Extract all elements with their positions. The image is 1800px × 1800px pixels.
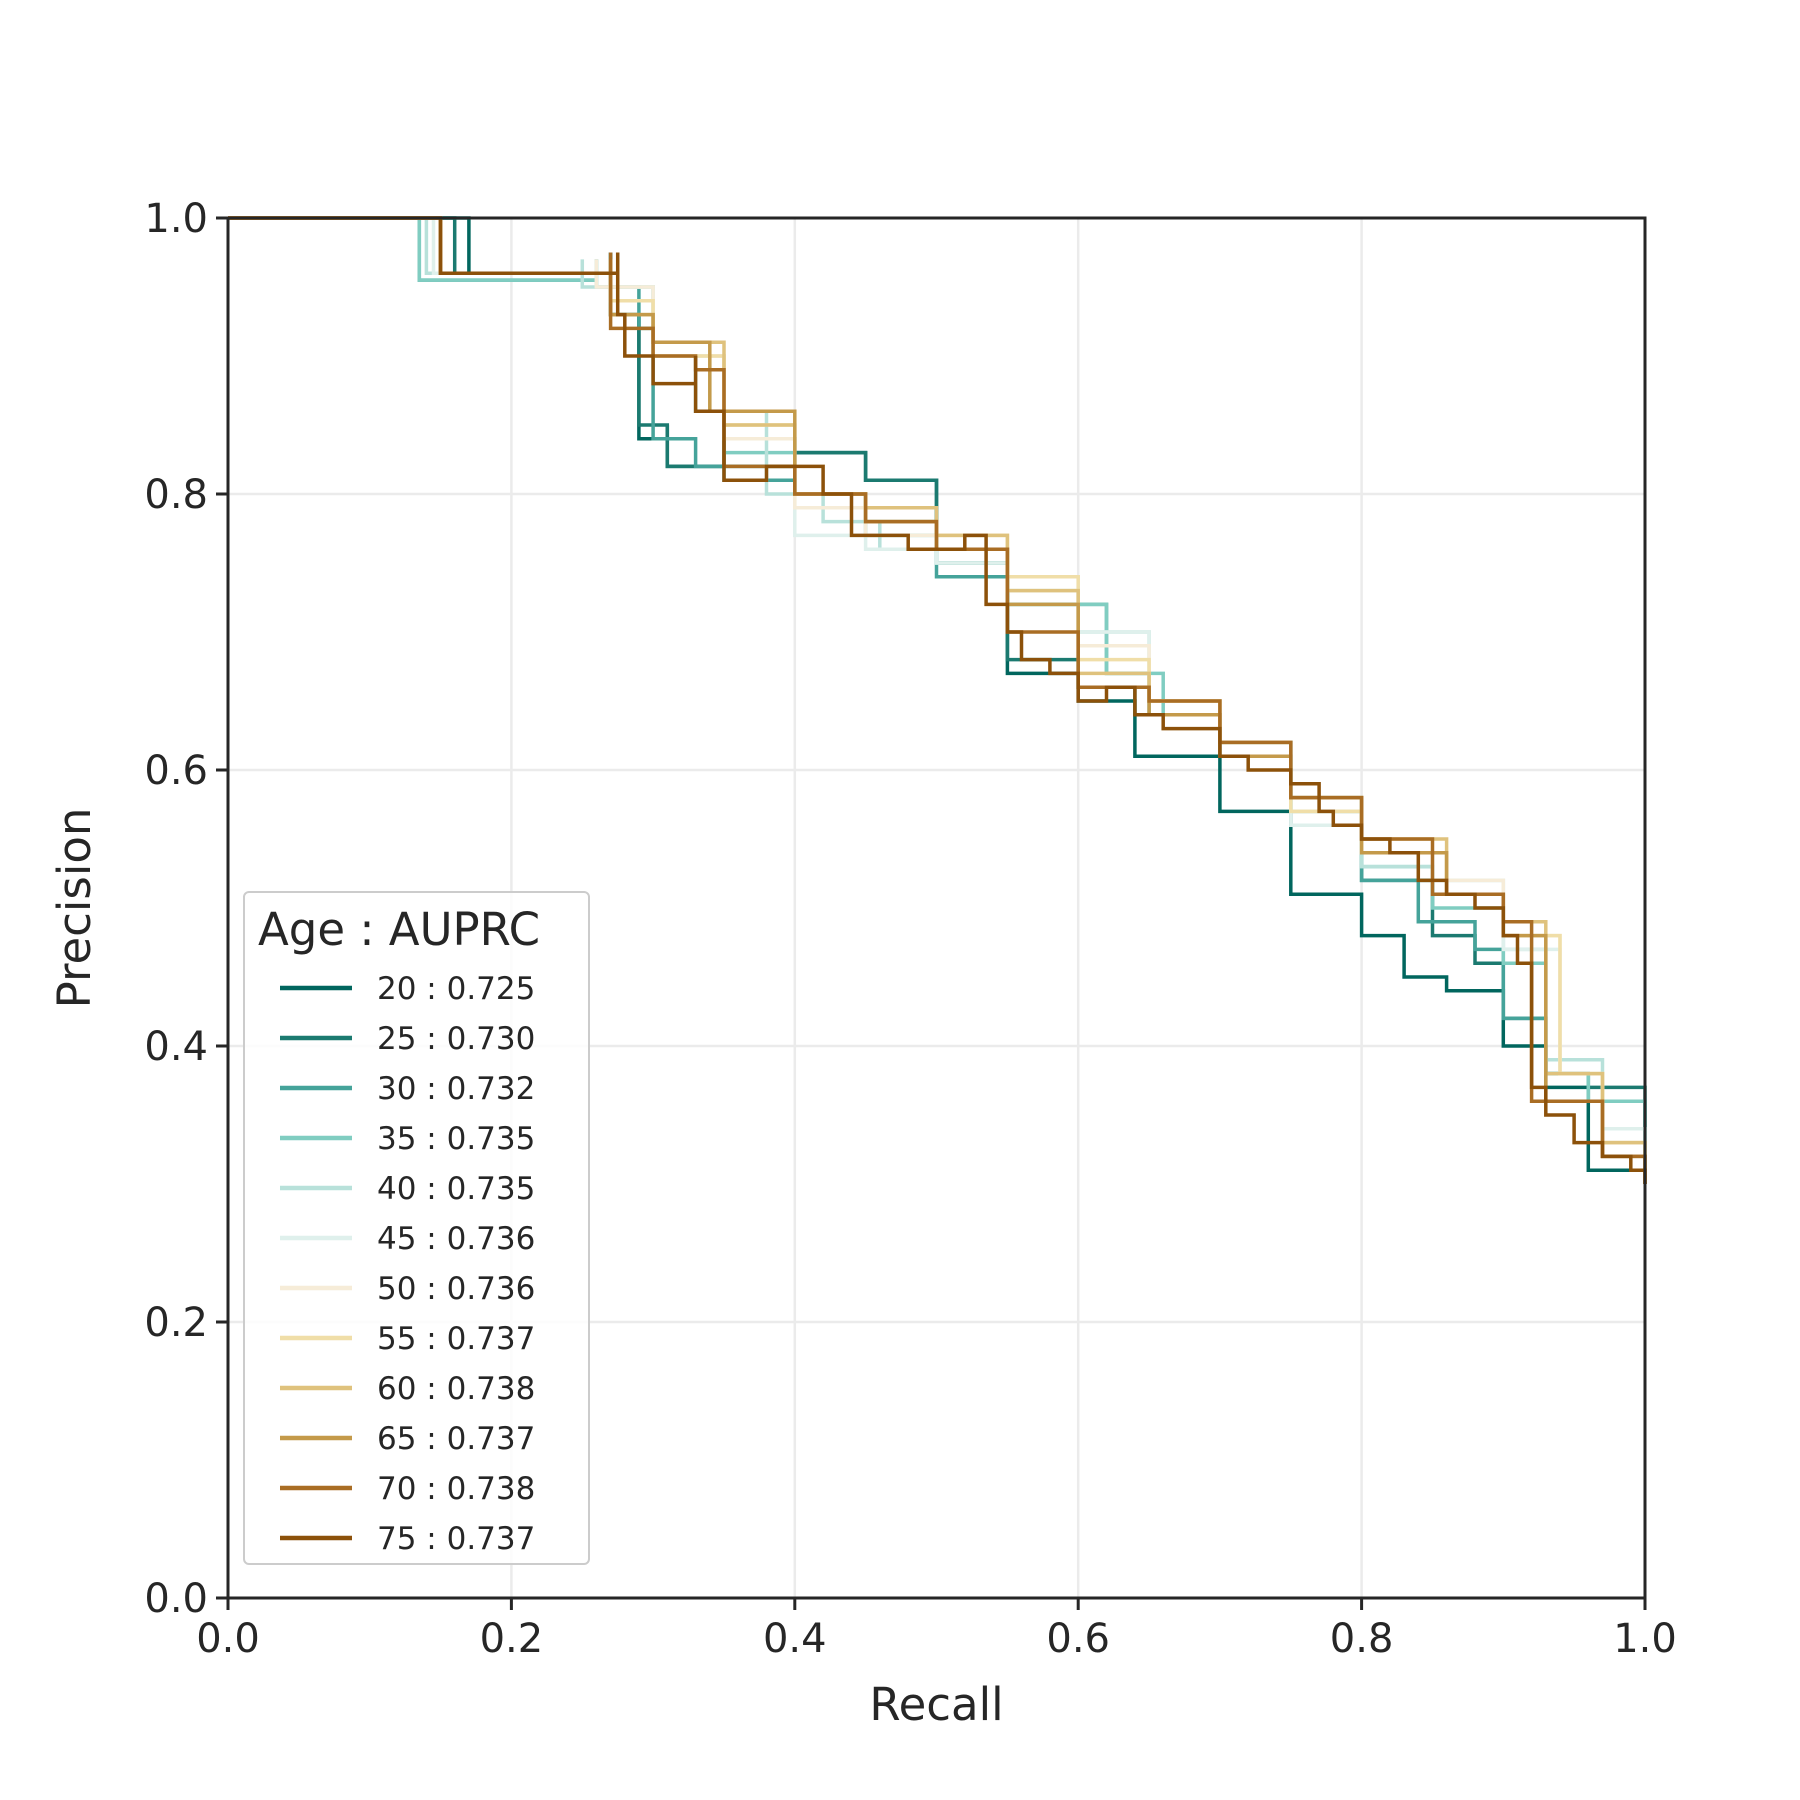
x-tick-label: 0.0	[196, 1616, 260, 1662]
x-tick-label: 0.6	[1046, 1616, 1110, 1662]
y-tick-label: 1.0	[144, 196, 208, 242]
plot-frame	[226, 216, 1647, 1600]
legend-label: 70 : 0.738	[377, 1471, 535, 1507]
x-tick-label: 0.8	[1330, 1616, 1394, 1662]
legend-label: 50 : 0.736	[377, 1271, 535, 1307]
legend-label: 75 : 0.737	[377, 1521, 535, 1557]
y-tick-label: 0.0	[144, 1576, 208, 1622]
x-tick-label: 1.0	[1613, 1616, 1677, 1662]
y-tick-label: 0.6	[144, 748, 208, 794]
legend-label: 30 : 0.732	[377, 1071, 535, 1107]
legend-items: 20 : 0.725 25 : 0.730 30 : 0.732 35 : 0.735…	[280, 971, 535, 1557]
legend-title: Age : AUPRC	[258, 903, 540, 956]
y-axis-title: Precision	[48, 808, 101, 1009]
legend-label: 55 : 0.737	[377, 1321, 535, 1357]
y-tick-label: 0.2	[144, 1300, 208, 1346]
x-tick-label: 0.4	[763, 1616, 827, 1662]
legend-label: 40 : 0.735	[377, 1171, 535, 1207]
series-line-12	[228, 216, 1647, 1184]
legend: Age : AUPRC 20 : 0.725 25 : 0.730 30 : 0.7…	[243, 891, 590, 1565]
legend-box	[243, 891, 590, 1565]
legend-label: 45 : 0.736	[377, 1221, 535, 1257]
x-tick-label: 0.2	[480, 1616, 544, 1662]
legend-label: 60 : 0.738	[377, 1371, 535, 1407]
x-axis-title: Recall	[869, 1678, 1003, 1731]
series-layer	[228, 216, 1647, 1184]
legend-label: 20 : 0.725	[377, 971, 535, 1007]
axis-ticks: 0.0 0.2 0.4 0.6 0.8 1.0 0.0 0.2 0.4 0.6 0.8 1.0	[144, 196, 1676, 1662]
y-tick-label: 0.8	[144, 472, 208, 518]
y-tick-label: 0.4	[144, 1024, 208, 1070]
legend-label: 35 : 0.735	[377, 1121, 535, 1157]
legend-label: 65 : 0.737	[377, 1421, 535, 1457]
legend-label: 25 : 0.730	[377, 1021, 535, 1057]
